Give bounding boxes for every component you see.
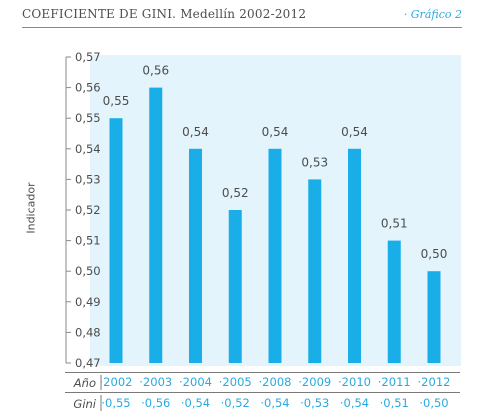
y-tick-label: 0,47 bbox=[75, 356, 101, 370]
bar bbox=[189, 148, 202, 363]
bar bbox=[228, 210, 242, 363]
figure-label: · Gráfico 2 bbox=[403, 8, 462, 21]
chart-title: COEFICIENTE DE GINI. Medellín 2002-2012 bbox=[22, 7, 307, 21]
table-year-cell: ·2005 bbox=[219, 375, 252, 389]
table-year-cell: ·2011 bbox=[378, 375, 411, 389]
data-label: 0,54 bbox=[341, 125, 368, 139]
header-rule bbox=[22, 27, 462, 28]
chart-header: COEFICIENTE DE GINI. Medellín 2002-2012 … bbox=[0, 0, 490, 28]
y-tick-label: 0,52 bbox=[75, 203, 101, 217]
table-year-cell: ·2002 bbox=[100, 375, 133, 389]
y-axis-label-box bbox=[22, 168, 40, 248]
table-year-cell: ·2003 bbox=[139, 375, 172, 389]
table-gini-cell: ·0,54 bbox=[340, 396, 369, 410]
bar bbox=[268, 148, 282, 363]
table-rule-top bbox=[65, 372, 460, 373]
data-label: 0,52 bbox=[222, 186, 249, 200]
y-tick-label: 0,48 bbox=[75, 325, 101, 339]
bar bbox=[348, 148, 361, 363]
table-row-label-gini: Gini bbox=[73, 397, 96, 411]
y-tick-label: 0,50 bbox=[75, 264, 101, 278]
data-label: 0,56 bbox=[142, 64, 169, 78]
bar bbox=[387, 240, 401, 363]
table-year-cell: ·2009 bbox=[298, 375, 331, 389]
table-rule-middle bbox=[65, 392, 460, 393]
bar bbox=[149, 87, 163, 363]
y-tick-label: 0,54 bbox=[75, 142, 101, 156]
y-tick-label: 0,53 bbox=[75, 172, 101, 186]
data-label: 0,50 bbox=[421, 247, 448, 261]
data-label: 0,54 bbox=[262, 125, 289, 139]
data-label: 0,51 bbox=[381, 217, 408, 231]
table-year-cell: ·2004 bbox=[179, 375, 212, 389]
table-gini-cell: ·0,56 bbox=[141, 396, 170, 410]
bar bbox=[308, 179, 322, 363]
y-tick-label: 0,55 bbox=[75, 111, 101, 125]
data-label: 0,55 bbox=[103, 94, 130, 108]
bar bbox=[109, 118, 123, 363]
table-gini-cell: ·0,54 bbox=[181, 396, 210, 410]
table-gini-cell: ·0,54 bbox=[260, 396, 289, 410]
table-year-cell: ·2012 bbox=[418, 375, 451, 389]
table-gini-cell: ·0,53 bbox=[300, 396, 329, 410]
table-year-cell: ·2010 bbox=[338, 375, 371, 389]
table-year-cell: ·2008 bbox=[259, 375, 292, 389]
y-tick-label: 0,57 bbox=[75, 50, 101, 64]
table-gini-cell: ·0,52 bbox=[221, 396, 250, 410]
table-gini-cell: ·0,50 bbox=[419, 396, 448, 410]
bar bbox=[427, 271, 441, 363]
table-row-label-year: Año bbox=[73, 376, 96, 390]
data-label: 0,53 bbox=[301, 155, 328, 169]
table-gini-cell: ·0,55 bbox=[101, 396, 130, 410]
y-tick-label: 0,56 bbox=[75, 81, 101, 95]
data-label: 0,54 bbox=[182, 125, 209, 139]
table-gini-cell: ·0,51 bbox=[380, 396, 409, 410]
y-tick-label: 0,49 bbox=[75, 295, 101, 309]
y-tick-label: 0,51 bbox=[75, 234, 101, 248]
